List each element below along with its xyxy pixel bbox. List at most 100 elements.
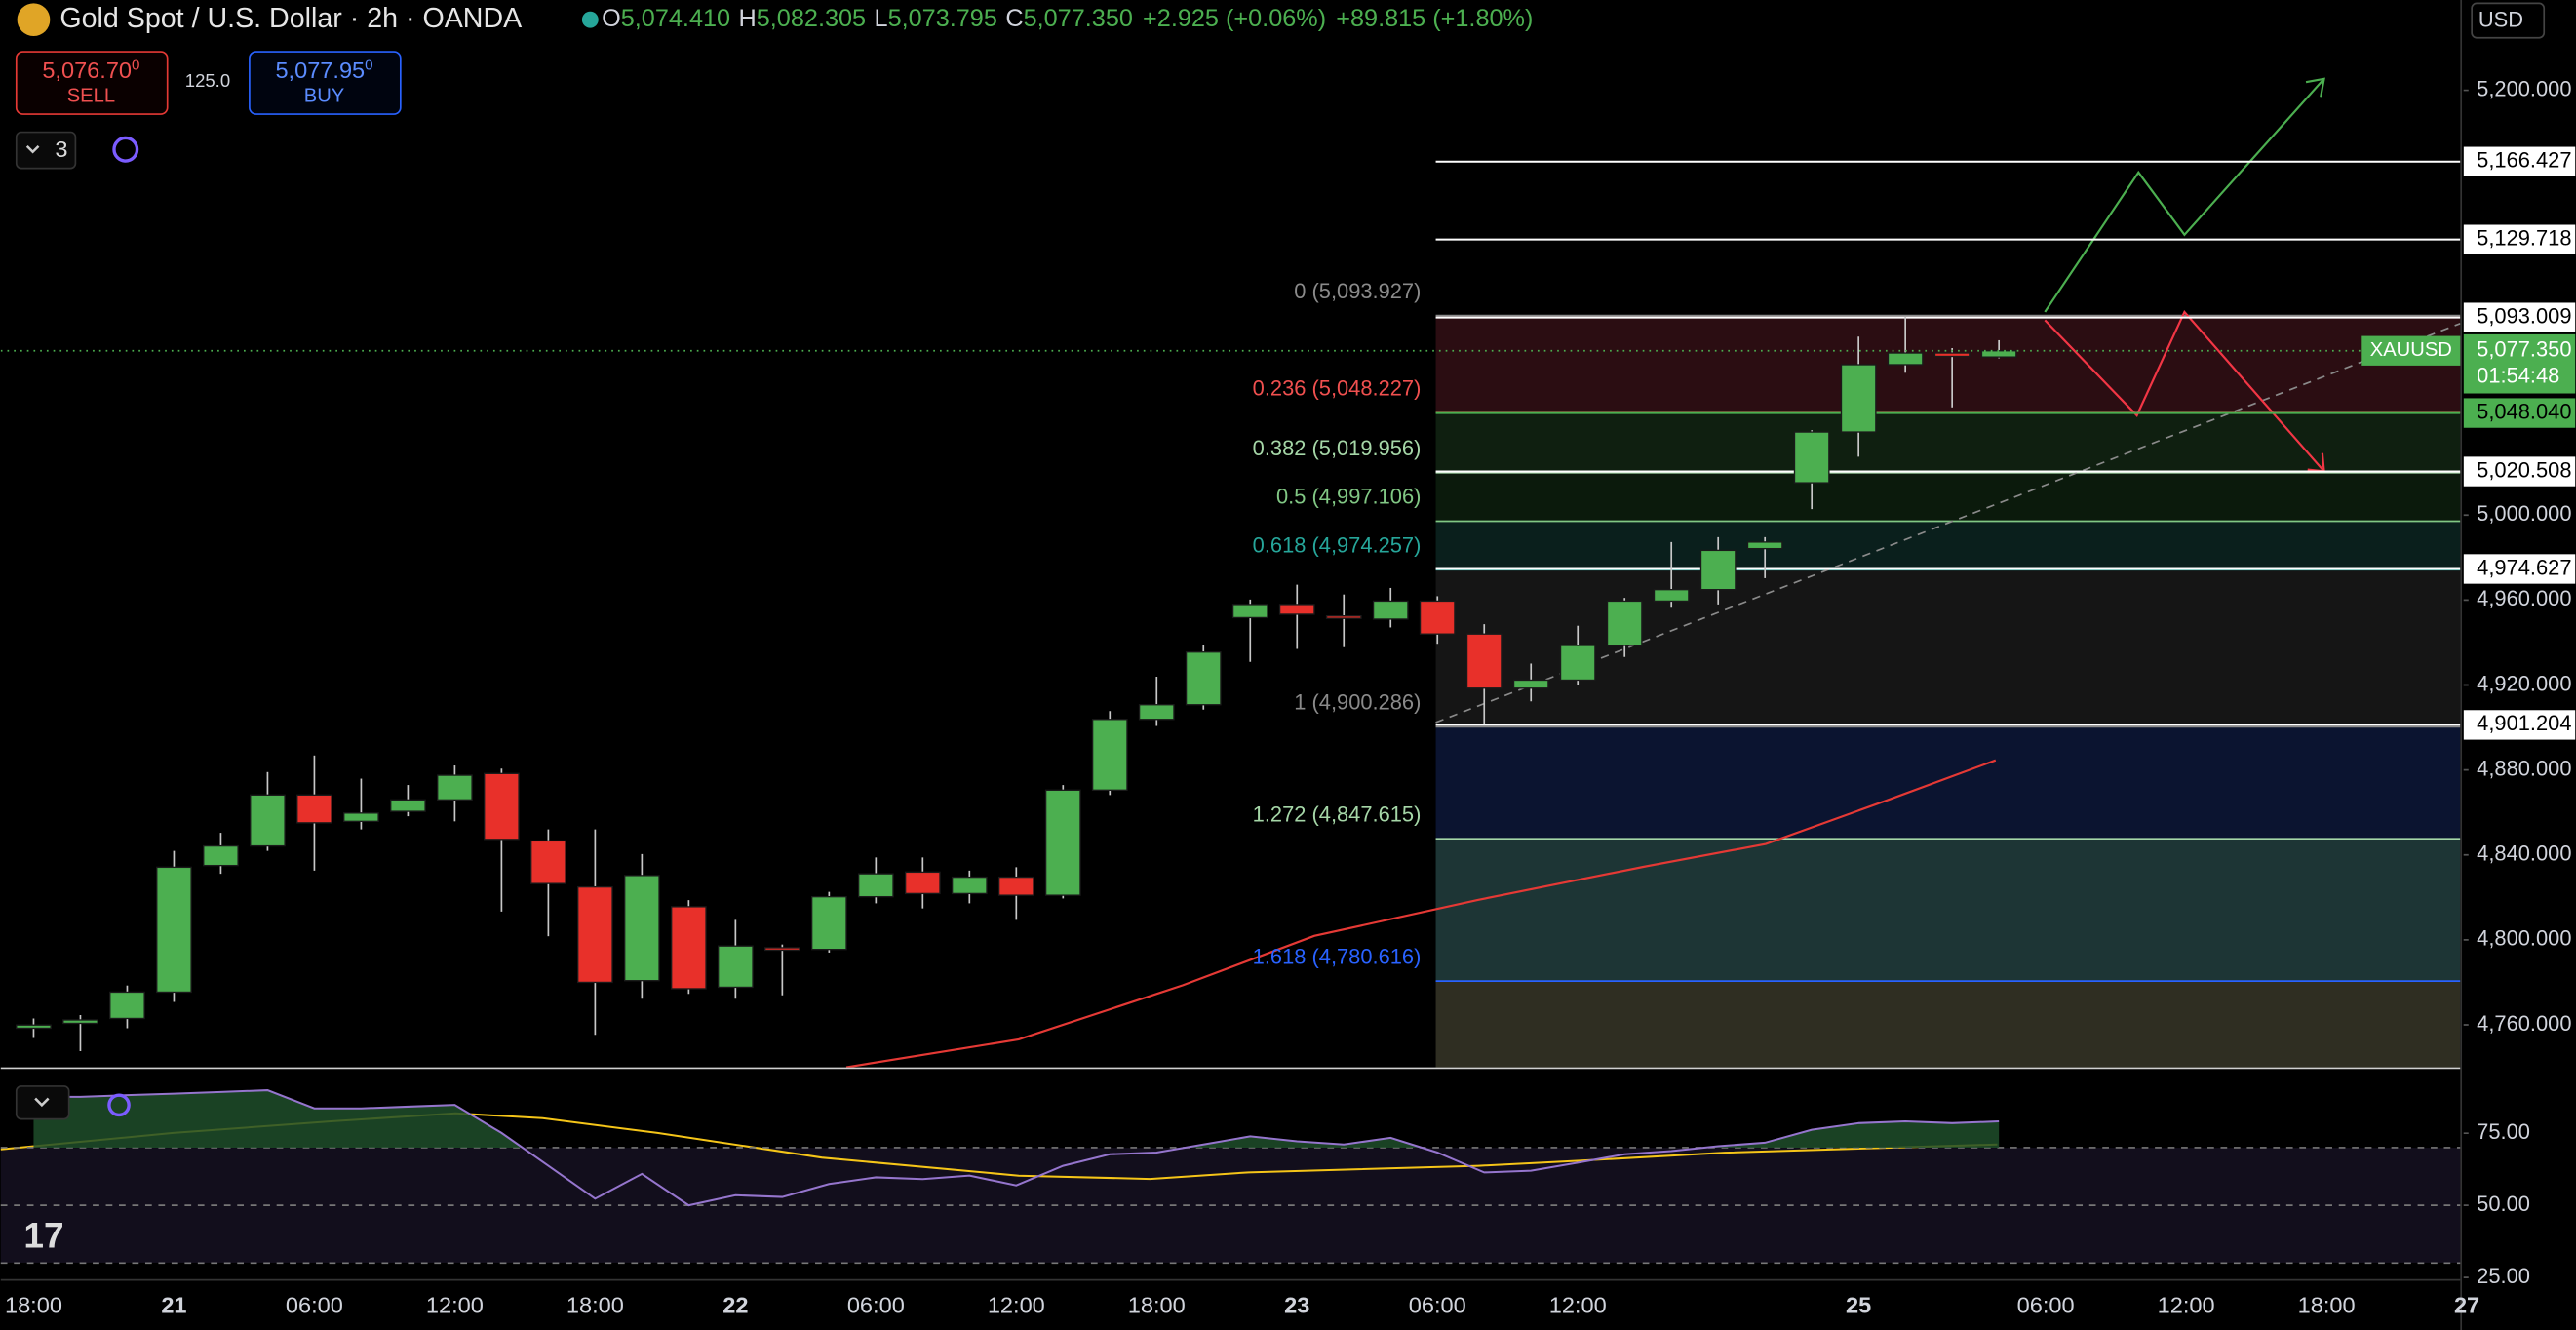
fib-zone: [1435, 412, 2461, 473]
ohlc-value: 5,077.350: [1024, 5, 1133, 32]
candle-body: [156, 866, 192, 994]
x-tick-label: 21: [161, 1293, 186, 1318]
projection-down: [2044, 309, 2325, 473]
x-tick-label: 18:00: [2298, 1293, 2356, 1318]
last-price: 5,077.350: [2477, 337, 2571, 362]
candle-body: [1653, 589, 1690, 603]
candle-body: [763, 947, 800, 952]
last-price-box: [2463, 333, 2576, 394]
price-label: 5,020.508: [2477, 457, 2571, 482]
ohlc: O5,074.410 H5,082.305 L5,073.795 C5,077.350…: [602, 5, 1533, 32]
candle-body: [1138, 704, 1175, 721]
y-tick-label: 4,960.000: [2477, 586, 2571, 610]
candle-body: [1933, 352, 1971, 358]
price-label-box: [2463, 146, 2576, 176]
candle-body: [577, 885, 613, 984]
candle-body: [717, 945, 754, 989]
candle-body: [437, 774, 473, 802]
y-tick-label: 5,000.000: [2477, 501, 2571, 526]
sell-price-main[interactable]: 5,076.70: [42, 58, 132, 83]
candle-body: [997, 876, 1034, 896]
candle-body: [109, 991, 145, 1020]
logo: 17: [23, 1214, 63, 1255]
candle-body: [390, 799, 426, 812]
price-label-box: [2463, 398, 2576, 428]
buy-price[interactable]: 5,077.950: [275, 57, 372, 83]
ohlc-key: L: [875, 5, 888, 32]
ohlc-value: 5,073.795: [888, 5, 997, 32]
toggle-box[interactable]: [15, 131, 77, 170]
candle-body: [1887, 352, 1924, 366]
candle-body: [1746, 541, 1783, 550]
candle-body: [857, 873, 894, 898]
ohlc-value: 5,082.305: [757, 5, 866, 32]
sell-price[interactable]: 5,076.700: [42, 57, 139, 83]
sell-button[interactable]: 5,076.700 SELL: [15, 51, 169, 115]
arrow-head: [2305, 77, 2325, 98]
rsi-line: [33, 1089, 2000, 1207]
candle-body: [343, 812, 379, 823]
buy-price-main[interactable]: 5,077.95: [275, 58, 365, 83]
fib-zone: [1435, 472, 2461, 522]
main-pane: [0, 77, 2461, 1068]
currency-box: [2471, 2, 2546, 39]
candle-body: [1980, 350, 2017, 358]
fib-zone: [1435, 569, 2461, 727]
fib-label: 1 (4,900.286): [1294, 690, 1421, 715]
price-label-box: [2463, 302, 2576, 332]
buy-label[interactable]: BUY: [304, 86, 345, 107]
x-tick-label: 23: [1284, 1293, 1309, 1318]
price-label: 5,048.040: [2477, 399, 2571, 423]
rsi-tick-label: 25.00: [2477, 1264, 2530, 1288]
market-status: [581, 11, 599, 28]
x-tick-label: 18:00: [5, 1293, 62, 1318]
indicator-count[interactable]: 3: [55, 137, 67, 162]
fib-label: 0.5 (4,997.106): [1276, 485, 1421, 509]
candle-body: [16, 1024, 52, 1030]
candle-body: [1185, 651, 1222, 706]
fib-zone: [1435, 726, 2461, 840]
symbol-icon: [17, 3, 51, 37]
fib-zone: [1435, 315, 2461, 413]
candle-body: [1793, 431, 1830, 484]
moving-average: [845, 759, 1997, 1068]
y-tick-label: 4,760.000: [2477, 1011, 2571, 1036]
x-tick-label: 12:00: [1549, 1293, 1607, 1318]
symbol-tag: [2361, 335, 2461, 366]
fib-label: 0.236 (5,048.227): [1253, 375, 1422, 400]
x-tick-label: 25: [1846, 1293, 1871, 1318]
sell-pip[interactable]: 0: [132, 57, 139, 73]
symbol-title: Gold Spot / U.S. Dollar · 2h · OANDA: [59, 3, 523, 34]
price-label: 5,129.718: [2477, 225, 2571, 250]
ohlc-key: O: [602, 5, 621, 32]
y-tick-label: 4,840.000: [2477, 841, 2571, 866]
candle-body: [1372, 600, 1409, 620]
ohlc-value: 5,074.410: [621, 5, 730, 32]
sell-box[interactable]: [15, 51, 169, 115]
rsi-pane: [0, 1089, 2461, 1265]
price-label-box: [2463, 554, 2576, 584]
fib-zone: [1435, 521, 2461, 570]
buy-button[interactable]: 5,077.950 BUY: [249, 51, 402, 115]
rsi-tick-label: 50.00: [2477, 1192, 2530, 1216]
buy-pip[interactable]: 0: [365, 57, 372, 73]
x-tick-label: 22: [722, 1293, 748, 1318]
sync-icon[interactable]: [107, 1093, 131, 1117]
price-label-box: [2463, 224, 2576, 254]
x-tick-label: 18:00: [1128, 1293, 1186, 1318]
candle-body: [904, 871, 941, 895]
sync-icon[interactable]: [112, 136, 139, 163]
price-label-box: [2463, 710, 2576, 740]
y-tick-label: 4,800.000: [2477, 926, 2571, 951]
sell-label[interactable]: SELL: [67, 86, 115, 107]
indicator-toggle[interactable]: 3: [15, 131, 77, 170]
candle-body: [1699, 549, 1737, 591]
candle-body: [1325, 615, 1362, 619]
change: +2.925 (+0.06%): [1143, 5, 1326, 32]
chevron[interactable]: [25, 144, 40, 154]
currency: USD: [2478, 8, 2523, 32]
buy-box[interactable]: [249, 51, 402, 115]
x-tick-label: 12:00: [2158, 1293, 2215, 1318]
x-tick-label: 06:00: [847, 1293, 905, 1318]
candle-body: [296, 794, 332, 824]
